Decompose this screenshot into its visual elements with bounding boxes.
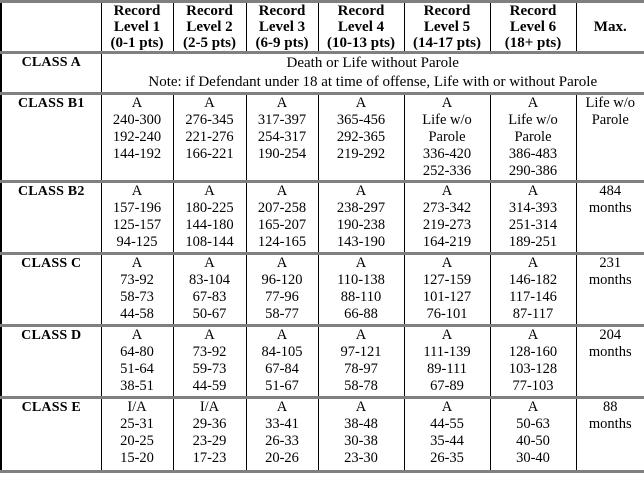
cell-class-c-level-4: A 110-138 88-110 66-88 bbox=[317, 252, 405, 326]
cell-class-d-level-1: A 64-80 51-64 38-51 bbox=[100, 324, 174, 398]
cell-class-e-max: 88 months bbox=[575, 396, 644, 472]
row-label-class-b2: CLASS B2 bbox=[0, 180, 102, 254]
cell-class-d-max: 204 months bbox=[575, 324, 644, 398]
cell-class-b1-max: Life w/o Parole bbox=[575, 92, 644, 182]
cell-class-c-level-5: A 127-159 101-127 76-101 bbox=[403, 252, 491, 326]
cell-class-c-max: 231 months bbox=[575, 252, 644, 326]
row-label-class-c: CLASS C bbox=[0, 252, 102, 326]
row-label-class-e: CLASS E bbox=[0, 396, 102, 472]
class-a-sentence: Death or Life without Parole bbox=[286, 55, 459, 72]
header-points: (6-9 pts) bbox=[255, 35, 309, 51]
cell-class-b1-level-4: A 365-456 292-365 219-292 bbox=[317, 92, 405, 182]
header-title: Record bbox=[509, 3, 557, 19]
cell-class-b1-level-5: A Life w/o Parole 336-420 252-336 bbox=[403, 92, 491, 182]
cell-class-e-level-1: I/A 25-31 20-25 15-20 bbox=[100, 396, 174, 472]
header-title: Record bbox=[258, 3, 306, 19]
col-header-record-level-5: Record Level 5 (14-17 pts) bbox=[403, 1, 491, 53]
cell-class-b2-level-3: A 207-258 165-207 124-165 bbox=[245, 180, 319, 254]
cell-class-b2-level-6: A 314-393 251-314 189-251 bbox=[489, 180, 577, 254]
row-class-a: CLASS A Death or Life without Parole Note… bbox=[0, 51, 644, 94]
header-title: Record bbox=[113, 3, 161, 19]
header-level: Level 6 bbox=[509, 19, 557, 35]
header-points: (18+ pts) bbox=[504, 35, 562, 51]
header-title: Record bbox=[337, 3, 385, 19]
cell-class-b2-level-5: A 273-342 219-273 164-219 bbox=[403, 180, 491, 254]
cell-class-e-level-6: A 50-63 40-50 30-40 bbox=[489, 396, 577, 472]
col-header-record-level-4: Record Level 4 (10-13 pts) bbox=[317, 1, 405, 53]
header-title: Record bbox=[186, 3, 233, 19]
row-class-b2: CLASS B2 A 157-196 125-157 94-125 A 180-… bbox=[0, 180, 644, 254]
cell-class-b2-max: 484 months bbox=[575, 180, 644, 254]
header-level: Level 3 bbox=[258, 19, 306, 35]
row-class-c: CLASS C A 73-92 58-73 44-58 A 83-104 67-… bbox=[0, 252, 644, 326]
col-header-max: Max. bbox=[575, 1, 644, 53]
cell-class-d-level-4: A 97-121 78-97 58-78 bbox=[317, 324, 405, 398]
cell-class-b2-level-2: A 180-225 144-180 108-144 bbox=[172, 180, 247, 254]
col-header-record-level-1: Record Level 1 (0-1 pts) bbox=[100, 1, 174, 53]
cell-class-c-level-2: A 83-104 67-83 50-67 bbox=[172, 252, 247, 326]
cell-class-b1-level-2: A 276-345 221-276 166-221 bbox=[172, 92, 247, 182]
col-header-record-level-6: Record Level 6 (18+ pts) bbox=[489, 1, 577, 53]
cell-class-c-level-3: A 96-120 77-96 58-77 bbox=[245, 252, 319, 326]
header-level: Level 2 bbox=[186, 19, 233, 35]
header-level: Level 4 bbox=[337, 19, 385, 35]
sentencing-grid-table: Record Level 1 (0-1 pts) Record Level 2 (2-5… bbox=[0, 0, 644, 473]
row-class-d: CLASS D A 64-80 51-64 38-51 A 73-92 59-7… bbox=[0, 324, 644, 398]
cell-class-e-level-4: A 38-48 30-38 23-30 bbox=[317, 396, 405, 472]
class-a-merged-cell: Death or Life without Parole Note: if Def… bbox=[100, 51, 644, 94]
header-points: (14-17 pts) bbox=[413, 35, 481, 51]
misspelled-pts: pts bbox=[139, 35, 159, 51]
header-row: Record Level 1 (0-1 pts) Record Level 2 (2-5… bbox=[0, 1, 644, 53]
cell-class-b1-level-6: A Life w/o Parole 386-483 290-386 bbox=[489, 92, 577, 182]
header-title: Record bbox=[423, 3, 471, 19]
row-class-b1: CLASS B1 A 240-300 192-240 144-192 A 276… bbox=[0, 92, 644, 182]
cell-class-c-level-6: A 146-182 117-146 87-117 bbox=[489, 252, 577, 326]
cell-class-b1-level-3: A 317-397 254-317 190-254 bbox=[245, 92, 319, 182]
row-label-class-a: CLASS A bbox=[0, 51, 102, 94]
cell-class-d-level-6: A 128-160 103-128 77-103 bbox=[489, 324, 577, 398]
misspelled-pts: pts bbox=[537, 35, 557, 51]
header-points: (2-5 pts) bbox=[183, 35, 236, 51]
cell-class-d-level-5: A 111-139 89-111 67-89 bbox=[403, 324, 491, 398]
cell-class-d-level-2: A 73-92 59-73 44-59 bbox=[172, 324, 247, 398]
misspelled-pts: pts bbox=[370, 35, 390, 51]
col-header-record-level-3: Record Level 3 (6-9 pts) bbox=[245, 1, 319, 53]
row-class-e: CLASS E I/A 25-31 20-25 15-20 I/A 29-36 … bbox=[0, 396, 644, 472]
cell-class-e-level-2: I/A 29-36 23-29 17-23 bbox=[172, 396, 247, 472]
row-label-class-b1: CLASS B1 bbox=[0, 92, 102, 182]
misspelled-pts: pts bbox=[456, 35, 476, 51]
col-header-record-level-2: Record Level 2 (2-5 pts) bbox=[172, 1, 247, 53]
header-points: (0-1 pts) bbox=[110, 35, 164, 51]
cell-class-b2-level-1: A 157-196 125-157 94-125 bbox=[100, 180, 174, 254]
corner-cell bbox=[0, 1, 102, 53]
misspelled-pts: pts bbox=[284, 35, 304, 51]
class-a-note: Note: if Defendant under 18 at time of o… bbox=[148, 74, 598, 90]
row-label-class-d: CLASS D bbox=[0, 324, 102, 398]
cell-class-e-level-3: A 33-41 26-33 20-26 bbox=[245, 396, 319, 472]
cell-class-c-level-1: A 73-92 58-73 44-58 bbox=[100, 252, 174, 326]
cell-class-b1-level-1: A 240-300 192-240 144-192 bbox=[100, 92, 174, 182]
cell-class-e-level-5: A 44-55 35-44 26-35 bbox=[403, 396, 491, 472]
cell-class-b2-level-4: A 238-297 190-238 143-190 bbox=[317, 180, 405, 254]
misspelled-pts: pts bbox=[211, 35, 231, 51]
header-points: (10-13 pts) bbox=[327, 35, 395, 51]
header-level: Level 1 bbox=[113, 19, 161, 35]
header-level: Level 5 bbox=[423, 19, 471, 35]
cell-class-d-level-3: A 84-105 67-84 51-67 bbox=[245, 324, 319, 398]
